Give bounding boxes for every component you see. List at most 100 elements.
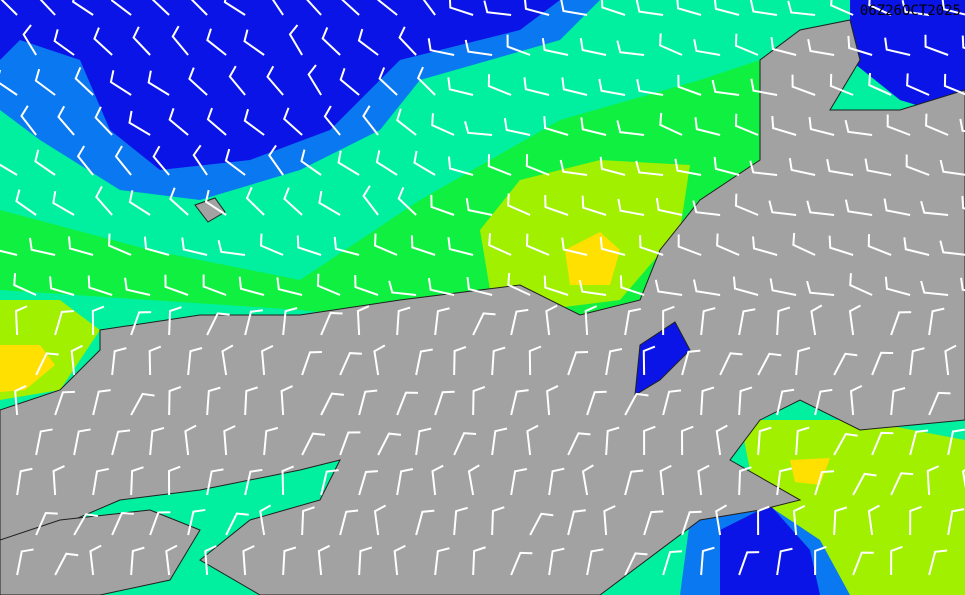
wind-barb: [890, 472, 914, 496]
wind-barb: [636, 78, 664, 96]
wind-barb: [715, 504, 728, 536]
wind-barb: [151, 0, 170, 16]
wind-barb: [795, 426, 810, 456]
wind-barb: [713, 156, 740, 176]
wind-barb: [546, 385, 559, 416]
wind-barb: [228, 65, 246, 96]
wind-barb: [605, 426, 620, 456]
wind-barb: [883, 198, 911, 216]
wind-barb: [529, 512, 554, 536]
wind-barb: [374, 233, 398, 256]
wind-barb: [124, 277, 151, 296]
wind-barb: [472, 312, 496, 336]
wind-barb: [375, 150, 398, 176]
wind-barb: [867, 504, 880, 536]
wind-barb: [749, 160, 778, 176]
wind-barb: [54, 552, 79, 576]
wind-barb: [903, 237, 930, 256]
wind-barb: [792, 232, 816, 256]
wind-barb: [507, 272, 531, 296]
wind-barb: [301, 432, 326, 456]
wind-barb: [750, 78, 778, 96]
wind-barb: [524, 0, 550, 16]
wind-barb: [510, 551, 533, 576]
wind-barb: [204, 189, 227, 216]
wind-barb: [188, 67, 208, 96]
wind-barb: [398, 26, 417, 56]
wind-barb: [245, 186, 265, 216]
wind-barb: [567, 509, 586, 536]
wind-barb: [14, 305, 28, 336]
wind-barb: [738, 386, 753, 416]
wind-barb: [491, 346, 506, 376]
wind-barb: [567, 432, 591, 456]
wind-barb: [924, 34, 949, 56]
wind-barb: [110, 0, 132, 16]
wind-barb: [164, 274, 189, 296]
wind-barb: [769, 278, 797, 296]
wind-barb: [415, 427, 432, 456]
honshu-land: [0, 19, 965, 595]
wind-barb: [681, 349, 701, 376]
wind-barb: [333, 236, 360, 256]
wind-barb: [738, 308, 756, 336]
wind-barb: [244, 468, 263, 496]
wind-barb: [92, 389, 111, 416]
wind-barb: [168, 107, 189, 136]
wind-barb: [415, 509, 435, 536]
wind-barb: [362, 105, 379, 136]
wind-barb: [296, 235, 322, 256]
wind-barb: [357, 28, 379, 56]
wind-barb: [67, 236, 94, 256]
wind-barb: [959, 118, 965, 133]
wind-barb: [525, 154, 550, 176]
wind-barb: [939, 240, 965, 256]
wind-barb: [71, 0, 94, 16]
wind-barb: [464, 39, 493, 56]
wind-barb: [130, 466, 144, 496]
wind-barb: [0, 249, 18, 256]
dark-blue-zone-ne: [850, 0, 965, 120]
wind-barb: [776, 467, 793, 496]
wind-barb: [503, 117, 531, 136]
wind-barb: [624, 469, 644, 496]
island-oki: [194, 197, 226, 223]
wind-barb: [662, 550, 683, 576]
wind-barb: [206, 312, 230, 336]
wind-barb: [483, 0, 512, 16]
wind-barb: [808, 117, 835, 136]
wind-barb: [448, 0, 474, 16]
wind-barb: [358, 470, 378, 496]
wind-barb: [928, 307, 945, 336]
wind-barb: [849, 273, 873, 296]
wind-barb: [388, 280, 417, 296]
wind-barb: [599, 236, 626, 256]
wind-barb: [453, 346, 467, 376]
wind-barb: [787, 0, 816, 16]
wind-barb: [434, 547, 450, 576]
wind-barb: [603, 505, 616, 536]
wind-barb: [169, 187, 189, 216]
wind-barb: [109, 70, 132, 96]
wind-barb: [373, 504, 387, 536]
wind-barb: [757, 426, 772, 456]
wind-barb: [901, 0, 930, 16]
wind-barb: [700, 386, 715, 416]
wind-barb: [928, 391, 951, 416]
wind-barb: [833, 432, 858, 456]
wind-barb: [829, 73, 854, 96]
wind-barb: [791, 74, 816, 96]
wind-barb: [152, 145, 170, 176]
wind-barb: [128, 110, 151, 136]
wind-barb: [771, 116, 797, 136]
wind-barb: [510, 308, 529, 336]
wind-barb: [586, 390, 607, 416]
wind-barb: [242, 545, 255, 576]
wind-barb: [396, 306, 411, 336]
wind-barb: [909, 505, 922, 536]
wind-barb: [871, 431, 894, 456]
wind-barb: [430, 194, 455, 216]
wind-barb: [674, 158, 702, 176]
wind-barb: [362, 185, 379, 216]
